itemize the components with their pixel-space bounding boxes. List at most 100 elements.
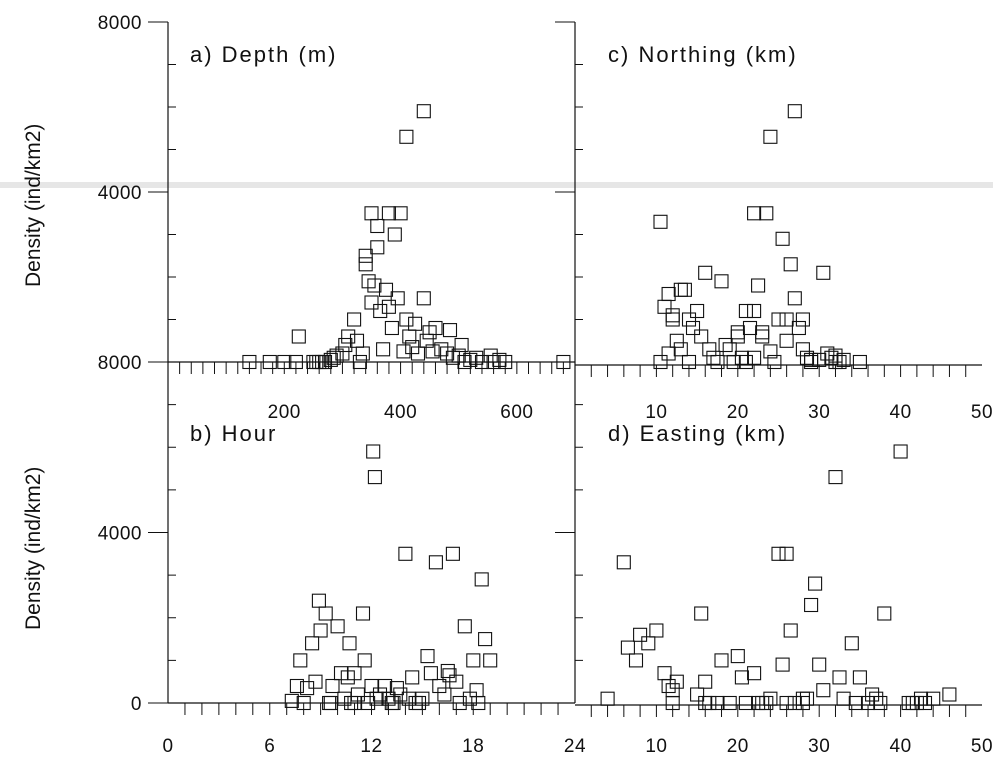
panel-c-northing: c) Northing (km) 10 20 30 40 50 [555,21,993,423]
data-point-c [755,325,770,340]
data-point-b [437,687,452,702]
data-point-d [771,546,786,561]
x-tick-label-b: 24 [564,736,586,757]
data-point-a [492,352,507,367]
data-point-c [653,214,668,229]
x-tick-label-b: 0 [162,736,173,757]
data-point-a [373,303,388,319]
data-point-a [410,346,426,361]
data-point-a [358,248,373,263]
data-point-c [747,206,762,221]
data-point-d [917,695,933,711]
panel-b-title: b) Hour [190,421,277,446]
data-point-b [296,695,311,711]
x-tick-label-d: 10 [645,736,667,757]
data-point-d [751,695,766,711]
data-point-c [832,354,847,370]
data-point-d [714,653,729,668]
data-point-c [820,346,835,361]
data-point-c [706,350,721,365]
data-point-d [828,470,843,485]
y-tick-label-a: 4000 [98,183,142,204]
data-point-d [783,623,798,638]
data-point-c [661,286,676,302]
data-point-b [313,623,328,638]
data-point-a [381,299,396,314]
data-point-a [419,333,434,348]
data-point-b [411,695,427,711]
data-point-c [795,342,810,357]
data-point-a [364,206,379,221]
data-point-c [747,303,762,319]
data-point-c [702,342,717,357]
data-point-d [836,691,851,706]
data-point-d [832,670,847,685]
data-point-c [816,265,831,280]
data-point-c [763,129,778,144]
data-point-b [420,649,435,664]
data-point-a [399,312,414,327]
data-point-d [869,691,884,706]
data-point-b [440,663,455,679]
data-point-a [361,274,376,289]
data-point-c [836,352,851,367]
data-point-b [311,593,326,608]
data-point-d [942,687,957,702]
panel-d-title: d) Easting (km) [608,421,787,446]
data-point-c [799,350,815,365]
data-point-c [795,312,810,327]
data-point-b [405,670,420,685]
data-point-a [390,291,405,306]
x-tick-label-b: 18 [462,736,484,757]
data-point-a [469,350,484,365]
x-tick-label-d: 40 [890,736,912,757]
data-point-b [378,678,393,694]
x-tick-label-d: 30 [808,736,830,757]
data-point-b [305,636,320,651]
data-point-a [440,346,455,361]
data-point-d [698,695,713,711]
data-point-c [804,352,819,367]
data-point-d [812,657,827,672]
data-point-a [262,354,277,370]
data-point-c [726,354,741,370]
data-point-c [787,291,802,306]
data-point-d [799,691,815,706]
data-point-d [730,649,745,664]
data-point-d [905,695,920,711]
data-point-a [242,354,257,370]
data-point-c [677,282,692,297]
data-point-c [747,350,762,365]
data-point-c [767,354,782,370]
data-point-c [653,354,668,370]
data-point-b [355,606,371,621]
data-point-c [734,350,749,365]
x-tick-label-b: 6 [264,736,275,757]
data-point-d [852,670,867,685]
data-point-b [308,674,323,689]
data-point-d [694,606,709,621]
data-point-a [445,350,460,365]
y-tick-label-a: 8000 [98,13,142,34]
data-point-d [860,695,876,711]
data-point-b [457,619,472,634]
data-point-a [378,282,394,297]
data-point-a [347,312,362,327]
data-point-c [698,265,713,280]
data-point-d [665,695,680,711]
data-point-a [329,348,344,363]
data-point-a [358,257,373,272]
data-point-a [422,325,437,340]
data-point-a [355,346,370,361]
data-point-a [416,104,431,119]
data-point-c [759,206,774,221]
data-point-c [783,257,798,272]
x-tick-label-d: 50 [971,736,993,757]
data-point-b [372,687,388,702]
data-point-d [787,695,802,711]
data-point-d [893,444,908,459]
data-point-b [478,632,493,647]
data-point-c [763,344,778,359]
data-point-b [293,653,308,668]
